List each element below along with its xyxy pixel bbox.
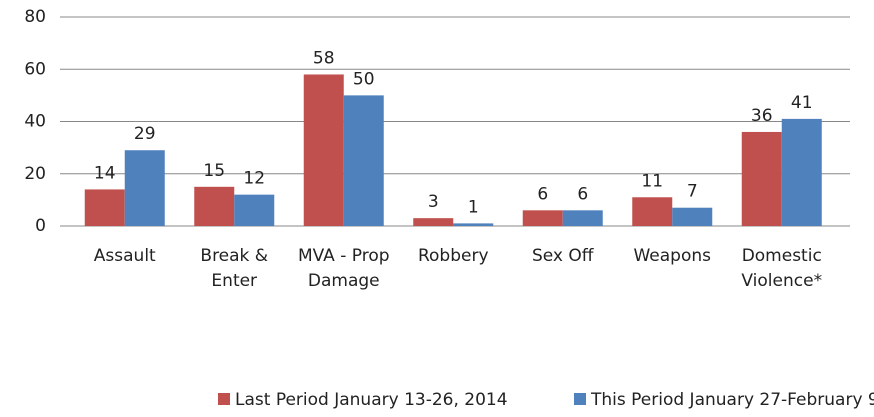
- data-label: 3: [428, 192, 439, 212]
- y-tick-label: 60: [24, 59, 46, 79]
- data-label: 14: [94, 163, 116, 183]
- y-tick-label: 20: [24, 164, 46, 184]
- y-tick-label: 40: [24, 112, 46, 132]
- bar: [303, 74, 344, 226]
- bar: [413, 218, 454, 226]
- data-label: 11: [641, 171, 663, 191]
- data-label: 29: [134, 124, 156, 144]
- bar: [562, 210, 603, 226]
- bar: [194, 186, 235, 226]
- bar: [343, 95, 384, 226]
- x-tick-label: MVA - Prop Damage: [297, 246, 390, 291]
- data-label: 50: [353, 69, 375, 89]
- legend-swatch: [218, 393, 230, 405]
- data-label: 6: [537, 184, 548, 204]
- legend-label: Last Period January 13-26, 2014: [235, 390, 508, 410]
- bar: [632, 197, 673, 226]
- data-label: 1: [468, 197, 479, 217]
- x-tick-label: Robbery: [417, 246, 489, 266]
- x-tick-label: Domestic Violence*: [741, 246, 823, 291]
- x-tick-label: Assault: [93, 246, 156, 266]
- bar: [522, 210, 563, 226]
- bar: [672, 207, 713, 226]
- data-label: 36: [751, 106, 773, 126]
- data-label: 7: [687, 182, 698, 202]
- bar: [84, 189, 125, 226]
- data-label: 41: [791, 93, 813, 113]
- legend-label: This Period January 27-February 9, 2014: [590, 390, 874, 410]
- y-tick-label: 0: [35, 216, 46, 236]
- bar: [741, 131, 782, 226]
- x-tick-label: Weapons: [633, 246, 711, 266]
- x-tick-label: Sex Off: [531, 246, 594, 266]
- data-label: 58: [313, 48, 335, 68]
- x-tick-label: Break & Enter: [200, 246, 269, 291]
- bar: [234, 194, 275, 226]
- bar: [781, 118, 822, 226]
- data-label: 6: [577, 184, 588, 204]
- data-label: 15: [203, 161, 225, 181]
- bar: [124, 150, 165, 226]
- legend-swatch: [574, 393, 586, 405]
- y-tick-label: 80: [24, 7, 46, 27]
- bar: [453, 223, 494, 226]
- data-label: 12: [243, 169, 265, 189]
